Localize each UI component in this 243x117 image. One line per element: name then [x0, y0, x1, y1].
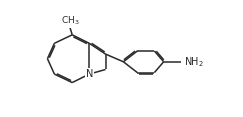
Text: N: N	[86, 69, 93, 79]
Text: NH$_2$: NH$_2$	[184, 55, 204, 69]
Text: CH$_3$: CH$_3$	[61, 15, 80, 27]
